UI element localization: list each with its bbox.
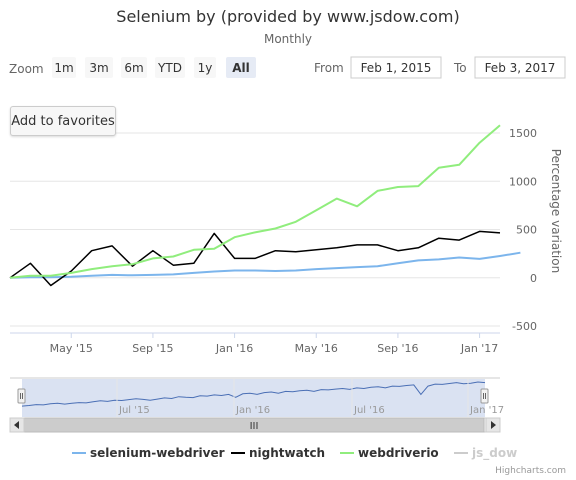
y-tick-label: 1000 [509,175,537,188]
zoom-button-label: 1y [198,61,213,75]
series-line-selenium-webdriver [9,251,521,279]
x-tick-label: Sep '15 [132,342,173,355]
zoom-button-label: All [232,61,250,75]
navigator-series [21,381,486,407]
zoom-button-3m[interactable]: 3m [85,57,113,78]
chart-subtitle: Monthly [264,32,312,46]
series-lines [9,124,521,287]
zoom-button-label: 1m [54,61,73,75]
y-tick-label: -500 [512,320,537,333]
y-axis-title: Percentage variation [549,149,563,273]
zoom-button-label: 3m [89,61,108,75]
series-line-nightwatch [9,230,501,287]
x-tick-label: Jan '16 [215,342,253,355]
zoom-button-1y[interactable]: 1y [194,57,216,78]
add-to-favorites-button[interactable]: Add to favorites [10,106,116,136]
legend-item-js_dow[interactable]: js_dow [454,446,517,461]
navigator-labels: Jul '15 Jan '16 Jul '16 Jan '17 [116,379,504,417]
legend-label: webdriverio [358,446,439,460]
navigator-label: Jan '17 [469,405,504,416]
legend-item-nightwatch[interactable]: nightwatch [231,446,325,460]
legend-label: selenium-webdriver [90,446,225,460]
zoom-button-1m[interactable]: 1m [52,57,76,78]
grid-lines [10,132,500,327]
from-date-input[interactable] [350,56,442,79]
zoom-buttons: 1m 3m 6m YTD 1y All [52,57,256,78]
navigator-right-handle[interactable] [480,388,489,404]
zoom-button-label: YTD [157,61,182,75]
legend-item-selenium-webdriver[interactable]: selenium-webdriver [72,446,225,460]
x-tick-label: Sep '16 [377,342,418,355]
x-tick-label: Jan '17 [460,342,498,355]
x-tick-label: May '16 [295,342,338,355]
x-axis: May '15 Sep '15 Jan '16 May '16 Sep '16 Jan '… [10,332,500,355]
y-axis-ticks: -500 0 500 1000 1500 [509,127,537,333]
legend-item-webdriverio[interactable]: webdriverio [340,446,439,460]
legend-label: nightwatch [249,446,325,460]
legend-label: js_dow [471,446,517,461]
zoom-label: Zoom [9,62,44,76]
y-tick-label: 1500 [509,127,537,140]
zoom-button-ytd[interactable]: YTD [155,57,185,78]
arrow-left-icon [14,421,19,429]
navigator-left-handle[interactable] [17,388,26,404]
x-tick-label: May '15 [50,342,93,355]
credits[interactable]: Highcharts.com [495,466,566,476]
to-label: To [453,61,467,75]
chart-title: Selenium by (provided by www.jsdow.com) [116,7,459,26]
navigator-label: Jul '15 [118,405,150,416]
zoom-button-label: 6m [124,61,143,75]
series-line-webdriverio [9,124,501,279]
to-date-value: Feb 3, 2017 [485,61,556,75]
legend: selenium-webdriver nightwatch webdriverio j… [72,446,517,461]
from-date-value: Feb 1, 2015 [361,61,432,75]
y-tick-label: 500 [516,224,537,237]
to-date-input[interactable] [474,56,566,79]
arrow-right-icon [491,421,496,429]
zoom-button-all[interactable]: All [226,57,256,78]
y-tick-label: 0 [530,272,537,285]
navigator-label: Jan '16 [235,405,270,416]
navigator-label: Jul '16 [353,405,385,416]
zoom-button-6m[interactable]: 6m [121,57,147,78]
scrollbar-grip: III [250,421,259,432]
from-label: From [314,61,344,75]
